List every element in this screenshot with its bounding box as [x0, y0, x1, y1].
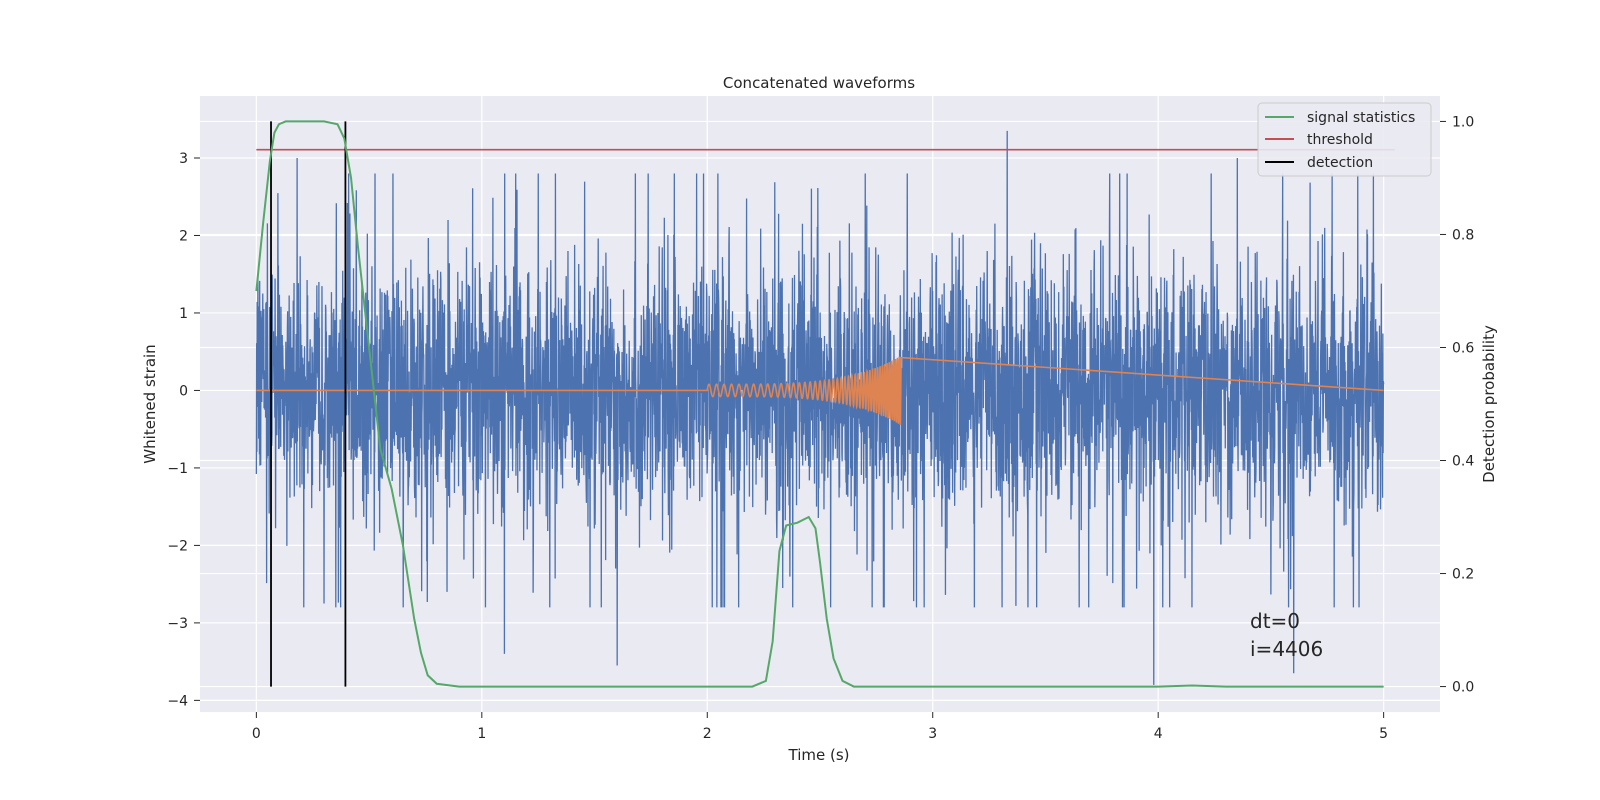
y2-tick-label: 0.2	[1452, 567, 1474, 583]
y-tick-label: −4	[167, 693, 188, 709]
y-axis-label: Whitened strain	[141, 344, 159, 463]
y-tick-label: −2	[167, 538, 188, 554]
statistic-line	[255, 120, 1384, 688]
x-tick-label: 2	[703, 726, 712, 742]
x-tick-label: 0	[252, 726, 261, 742]
y2-tick-label: 1.0	[1452, 114, 1474, 130]
chirp-series	[256, 356, 1384, 425]
x-tick-label: 1	[477, 726, 486, 742]
probability-series	[255, 120, 1395, 688]
y2-tick-label: 0.6	[1452, 340, 1474, 356]
annotation-dt: dt=0	[1250, 609, 1300, 633]
legend-label-statistic: signal statistics	[1307, 110, 1415, 126]
x-tick-label: 3	[928, 726, 937, 742]
y2-tick-label: 0.4	[1452, 454, 1474, 470]
x-tick-label: 4	[1154, 726, 1163, 742]
axes: 0 1 2 3 4 5 −4 −3 −2 −1 0 1 2 3 0.0 0.2 0.4 0.6 0.8 1.0	[167, 114, 1474, 742]
template-line	[256, 356, 1384, 425]
y2-axis-label: Detection probability	[1480, 325, 1498, 483]
legend-box	[1257, 102, 1432, 177]
legend-label-detection: detection	[1307, 155, 1373, 171]
annotation: dt=0 i=4406	[1250, 609, 1323, 661]
noise-series	[255, 130, 1385, 685]
y-tick-label: 3	[179, 151, 188, 167]
x-tick-label: 5	[1379, 726, 1388, 742]
legend-label-threshold: threshold	[1307, 132, 1373, 148]
y-tick-label: 0	[179, 383, 188, 399]
y-tick-label: 2	[179, 228, 188, 244]
y2-tick-label: 0.0	[1452, 680, 1474, 696]
y2-tick-label: 0.8	[1452, 227, 1474, 243]
legend: signal statistics threshold detection	[1257, 102, 1432, 177]
noise-line	[255, 130, 1385, 685]
chart-title: Concatenated waveforms	[723, 74, 915, 92]
y-tick-label: −1	[167, 461, 188, 477]
y-tick-label: 1	[179, 306, 188, 322]
y-tick-label: −3	[167, 616, 188, 632]
annotation-i: i=4406	[1250, 637, 1323, 661]
x-axis-label: Time (s)	[788, 746, 850, 764]
